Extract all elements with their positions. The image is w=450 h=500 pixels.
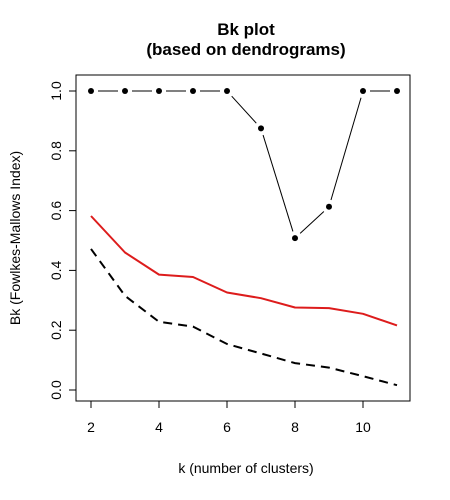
plot-frame — [75, 74, 411, 402]
series-1-point — [156, 88, 162, 94]
y-axis: 0.0 0.2 0.4 0.6 0.8 1.0 — [48, 81, 76, 400]
series-layer — [88, 88, 400, 387]
y-tick-label: 0.0 — [48, 380, 64, 400]
y-tick-label: 0.6 — [48, 201, 64, 221]
y-tick-label: 0.2 — [48, 320, 64, 340]
x-tick-label: 4 — [155, 419, 163, 435]
chart-title: Bk plot — [217, 20, 275, 39]
y-tick-label: 0.8 — [48, 141, 64, 161]
series-2-line — [90, 215, 398, 327]
y-tick-label: 0.4 — [48, 260, 64, 280]
series-1-point — [394, 88, 400, 94]
chart-subtitle: (based on dendrograms) — [146, 40, 345, 59]
x-axis: 2 4 6 8 10 — [87, 401, 371, 435]
x-axis-label: k (number of clusters) — [178, 460, 313, 476]
series-1-point — [190, 88, 196, 94]
x-tick-label: 8 — [291, 419, 299, 435]
series-1-point — [292, 235, 298, 242]
series-1-segment — [231, 95, 257, 124]
series-1-point — [258, 125, 264, 132]
series-1-segment — [330, 97, 362, 201]
x-tick-label: 10 — [355, 419, 371, 435]
y-axis-label: Bk (Fowlkes-Mallows Index) — [7, 151, 23, 325]
y-tick-label: 1.0 — [48, 81, 64, 101]
series-1-point — [326, 203, 332, 210]
series-3-line — [90, 248, 398, 387]
series-1-point — [224, 88, 230, 94]
series-1-segment — [299, 211, 325, 234]
x-tick-label: 2 — [87, 419, 95, 435]
series-1-point — [88, 88, 94, 94]
series-1-point — [122, 88, 128, 94]
series-1-point — [360, 88, 366, 94]
series-1-segment — [262, 134, 294, 232]
x-tick-label: 6 — [223, 419, 231, 435]
